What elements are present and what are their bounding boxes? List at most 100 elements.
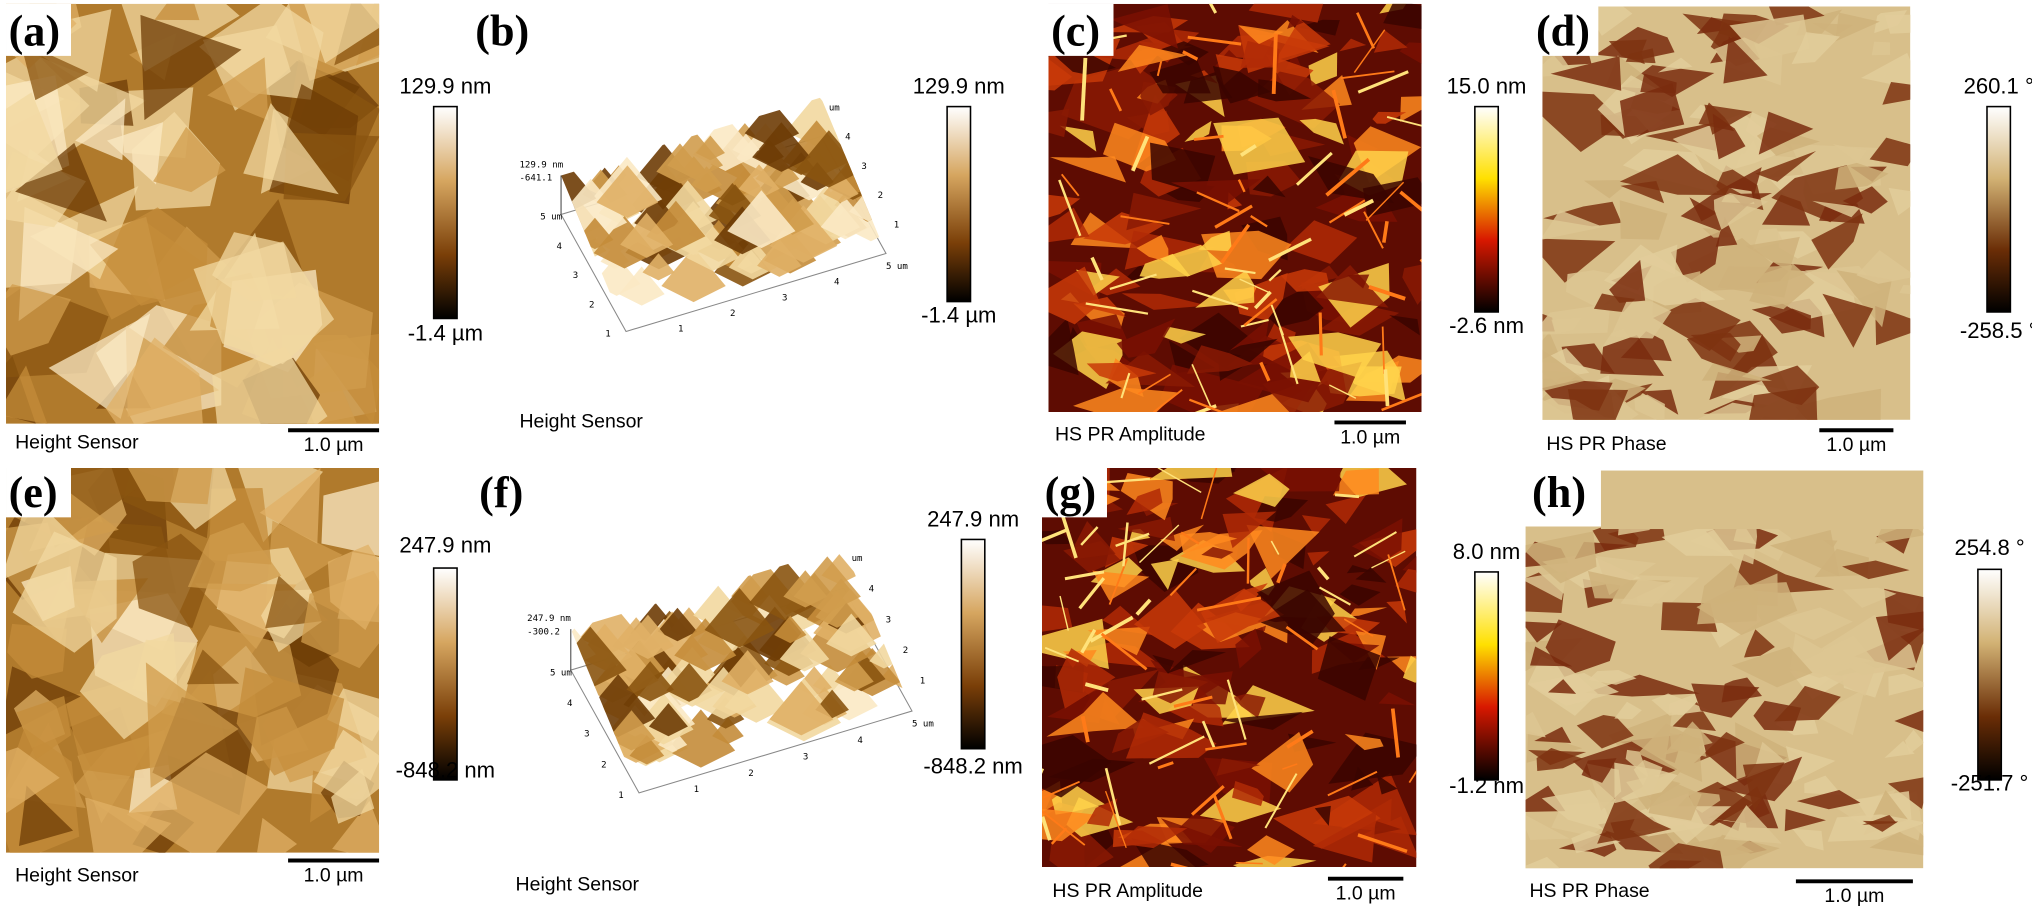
grain	[1383, 3, 1422, 29]
facet	[642, 253, 675, 281]
grain	[1328, 732, 1417, 784]
grain	[1792, 828, 1824, 851]
grain	[1541, 789, 1615, 834]
grain	[154, 3, 200, 21]
grain	[1882, 82, 1911, 105]
streak	[1157, 467, 1202, 493]
y-tick-label: 4	[567, 699, 573, 709]
grain	[1256, 570, 1335, 648]
grain	[1041, 529, 1073, 545]
caption: Height Sensor	[15, 431, 139, 453]
streak	[1318, 586, 1351, 606]
colorbar-min: -2.6 nm	[1449, 313, 1524, 338]
grain	[1362, 177, 1422, 217]
y-tick-label: 1	[618, 791, 623, 801]
y-tick-label: 1	[605, 330, 610, 340]
colorbar-min: -1.4 µm	[921, 302, 996, 327]
grain	[1796, 790, 1861, 810]
streak	[1382, 221, 1389, 243]
back-tick-label: 1	[894, 220, 899, 230]
grain	[1693, 731, 1745, 764]
streak	[1328, 384, 1357, 399]
streak	[1295, 151, 1333, 186]
facet	[779, 629, 830, 672]
grain	[1723, 805, 1782, 844]
grain	[1758, 111, 1814, 155]
streak	[1371, 550, 1406, 569]
colorbar-min: -251.7 °	[1951, 770, 2029, 795]
grain	[1378, 692, 1416, 706]
grain	[1534, 726, 1572, 743]
streak	[1084, 682, 1109, 693]
facet	[869, 643, 899, 669]
grain	[1587, 6, 1633, 36]
streak	[1357, 70, 1409, 94]
grain	[6, 284, 71, 356]
grain	[1768, 308, 1811, 334]
streak	[1327, 770, 1378, 797]
facet	[607, 710, 656, 751]
facet	[629, 734, 665, 765]
colorbar-min: -1.4 µm	[408, 321, 483, 346]
grain	[1525, 711, 1546, 738]
streak	[1224, 267, 1256, 275]
grain	[1888, 187, 1911, 216]
grain	[186, 649, 240, 685]
streak	[1104, 790, 1127, 849]
grain	[1776, 607, 1853, 641]
streak	[1286, 729, 1314, 749]
colorbar	[1977, 568, 2003, 781]
surface	[561, 97, 887, 306]
streak	[1157, 761, 1174, 770]
grain	[1284, 220, 1358, 264]
streak	[1399, 190, 1422, 212]
grain	[187, 522, 282, 592]
grain	[1232, 780, 1264, 807]
streak	[1220, 223, 1251, 265]
back-tick-label: 2	[878, 191, 883, 201]
facet	[618, 266, 665, 306]
grain	[1823, 539, 1838, 548]
grain	[132, 533, 216, 629]
colorbar	[432, 567, 458, 781]
streak	[1270, 304, 1285, 336]
grain	[1835, 162, 1889, 190]
grain	[1041, 605, 1073, 632]
streak	[1334, 493, 1360, 499]
grain	[1894, 709, 1924, 732]
grain	[1212, 66, 1271, 104]
streak	[1390, 708, 1401, 758]
grain	[1842, 186, 1888, 214]
facet	[666, 709, 736, 768]
streak	[1235, 861, 1263, 865]
grain	[1815, 688, 1866, 736]
back-tick-label: 4	[869, 585, 875, 595]
grain	[1862, 815, 1897, 825]
grain	[1842, 560, 1910, 580]
z-min: -641.1	[519, 174, 552, 184]
grain	[1637, 723, 1703, 782]
grain	[1701, 363, 1773, 381]
grain	[1111, 4, 1178, 49]
grain	[1832, 144, 1867, 164]
colorbar	[432, 105, 458, 320]
streak	[1316, 566, 1330, 581]
back-tick-label: um	[852, 554, 863, 564]
grain	[1614, 762, 1678, 804]
grain	[1221, 685, 1315, 726]
surface	[570, 554, 913, 768]
grain	[1587, 571, 1672, 599]
streak	[1044, 646, 1080, 663]
back-tick-label: 3	[886, 615, 891, 625]
label-box	[6, 3, 72, 56]
streak	[1080, 57, 1088, 121]
grain	[1588, 669, 1637, 685]
label-box	[1529, 465, 1595, 518]
grain	[1637, 244, 1678, 275]
streak	[1270, 540, 1280, 555]
y-tick-label: 3	[573, 271, 578, 281]
grain	[1861, 52, 1911, 89]
grain	[1402, 655, 1417, 683]
